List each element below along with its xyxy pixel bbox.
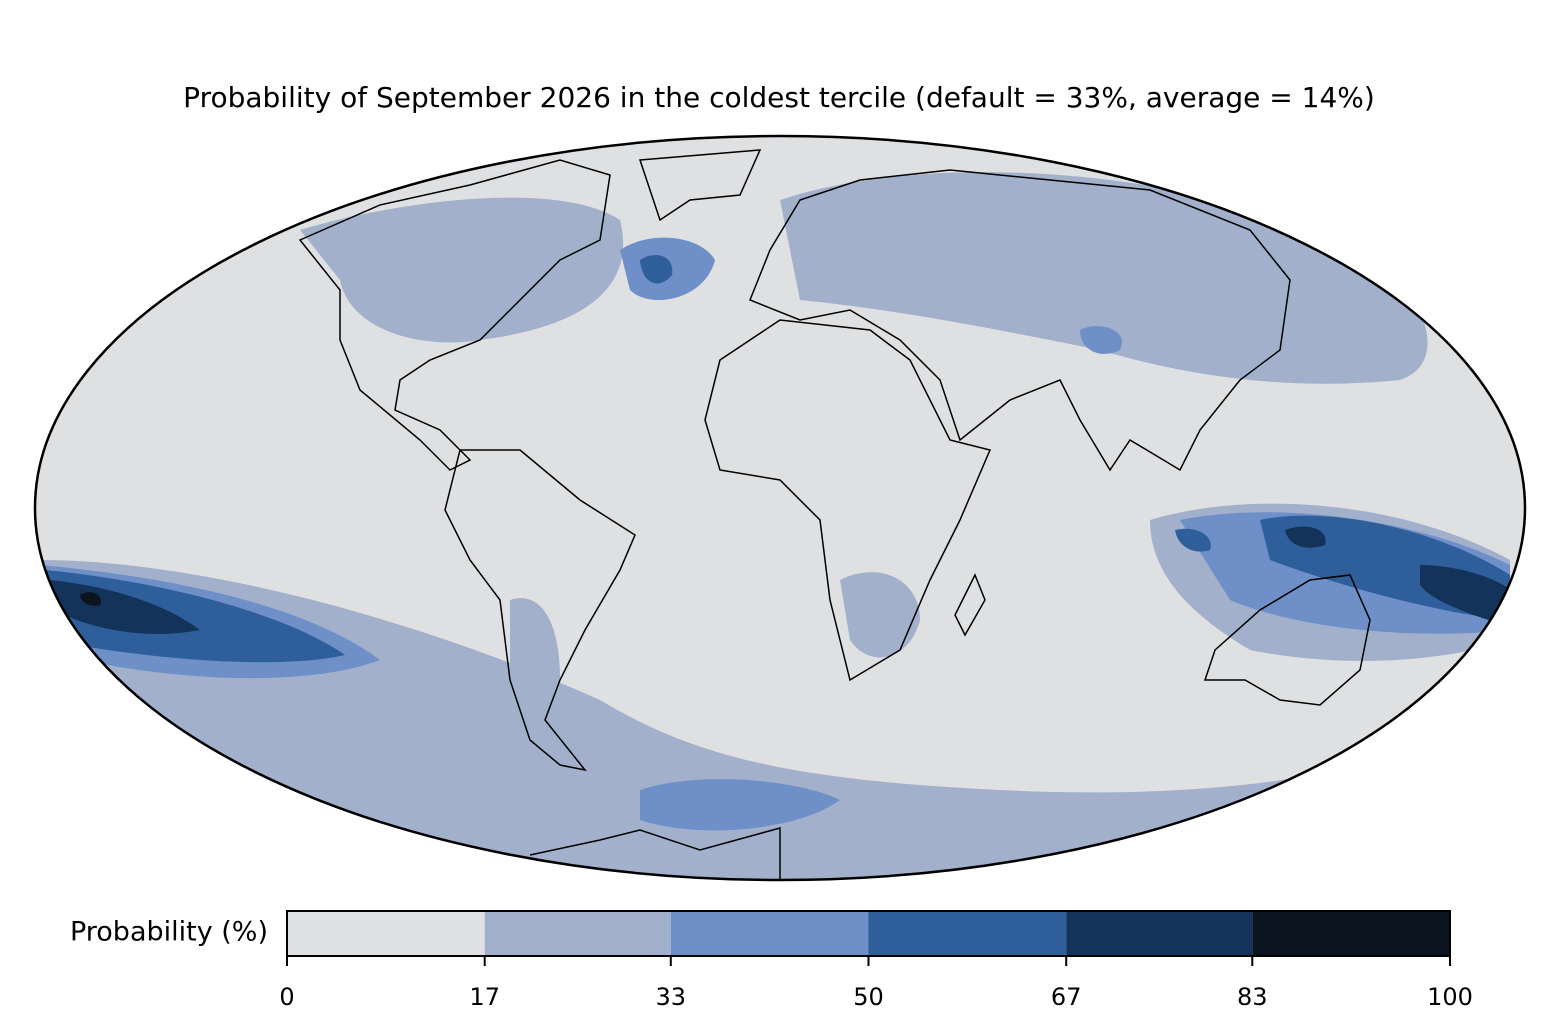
colorbar-tick-label: 50 (853, 983, 884, 1011)
map-title: Probability of September 2026 in the col… (183, 81, 1375, 114)
probability-region (510, 598, 560, 710)
probability-region (1080, 326, 1122, 354)
antarctica (529, 827, 781, 880)
colorbar-tick-label: 67 (1051, 983, 1082, 1011)
globe-outline (33, 134, 1527, 882)
madagascar (954, 573, 986, 637)
coastlines (298, 149, 1371, 880)
probability-region (40, 560, 1520, 880)
colorbar-tick-label: 33 (656, 983, 687, 1011)
probability-region (640, 255, 673, 284)
probability-region (300, 197, 624, 343)
colorbar-segment (670, 911, 869, 956)
colorbar-segment (484, 911, 671, 956)
probability-region (80, 592, 101, 606)
eurasia (749, 169, 1291, 472)
colorbar-segment (287, 911, 485, 956)
greenland (638, 149, 762, 222)
colorbar-tick-label: 83 (1237, 983, 1268, 1011)
colorbar: 0 17 33 50 67 83 100 (279, 910, 1473, 1011)
probability-region (640, 779, 840, 831)
colorbar-label: Probability (%) (70, 917, 268, 948)
colorbar-tick-label: 0 (279, 983, 294, 1011)
north-america (298, 159, 611, 471)
south-america (444, 449, 636, 772)
colorbar-segment (1066, 911, 1253, 956)
africa (704, 319, 992, 682)
probability-region (840, 572, 920, 658)
colorbar-segment (1252, 911, 1450, 956)
probability-region (1175, 528, 1211, 552)
colorbar-tick-label: 100 (1427, 983, 1473, 1011)
colorbar-tick-label: 17 (469, 983, 500, 1011)
probability-region (1285, 526, 1326, 548)
colorbar-segment (868, 911, 1067, 956)
australia (1203, 574, 1371, 706)
probability-region (1420, 565, 1510, 625)
